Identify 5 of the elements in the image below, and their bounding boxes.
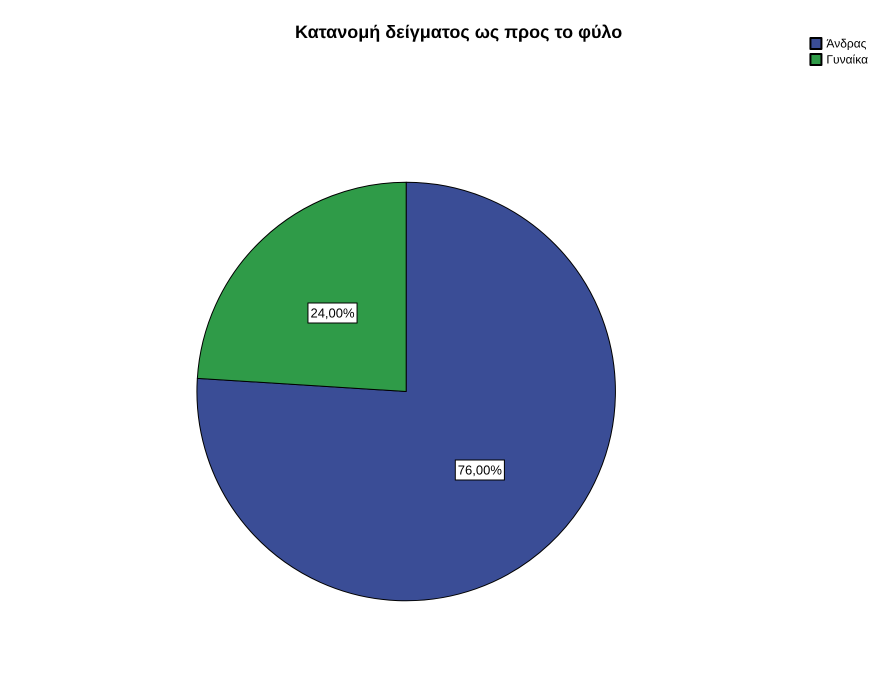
legend-label: Γυναίκα	[826, 52, 868, 66]
chart-title: Κατανομή δείγματος ως προς το φύλο	[295, 22, 622, 42]
data-label: 76,00%	[458, 462, 502, 478]
data-label: 24,00%	[310, 306, 355, 321]
legend-label: Άνδρας	[826, 36, 867, 50]
